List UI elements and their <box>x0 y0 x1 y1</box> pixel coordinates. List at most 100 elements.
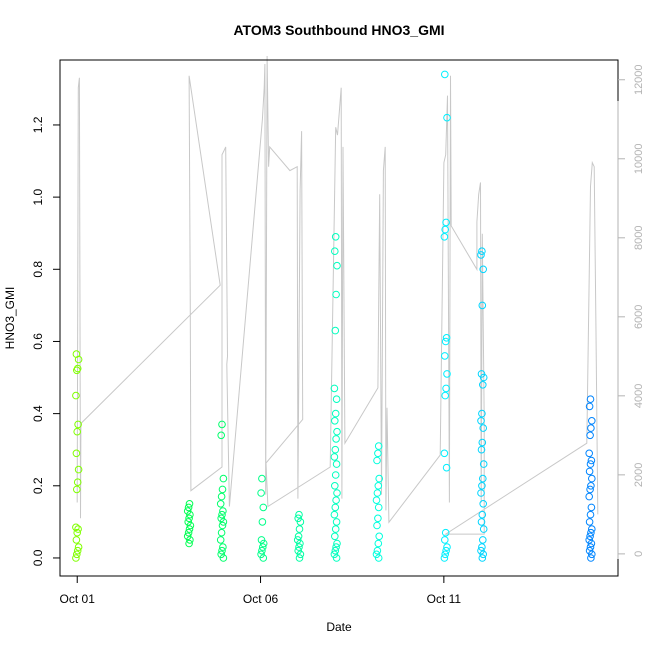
data-point <box>374 554 383 562</box>
data-point <box>184 503 193 512</box>
data-point <box>585 402 594 411</box>
data-point <box>219 507 227 515</box>
data-point <box>478 301 487 310</box>
data-point <box>72 350 81 358</box>
data-point <box>332 395 341 404</box>
data-point <box>333 427 341 436</box>
chart-title: ATOM3 Southbound HNO3_GMI <box>233 22 444 38</box>
data-point <box>332 290 340 299</box>
data-point <box>477 370 486 378</box>
data-point <box>478 510 487 519</box>
data-point <box>442 218 450 227</box>
data-point <box>479 424 488 432</box>
data-point <box>259 543 267 551</box>
data-point <box>443 370 451 378</box>
data-point <box>216 500 225 508</box>
data-point <box>441 536 449 544</box>
data-point <box>478 543 486 551</box>
data-point <box>373 521 381 530</box>
data-point <box>588 474 596 483</box>
data-point <box>332 543 340 551</box>
data-point <box>586 510 595 519</box>
data-point <box>586 431 594 440</box>
data-point <box>374 503 383 512</box>
data-point <box>332 496 340 505</box>
data-point <box>73 550 81 559</box>
data-point <box>588 417 596 425</box>
data-point <box>295 554 304 562</box>
data-point <box>587 503 596 512</box>
data-point <box>585 518 594 526</box>
data-point <box>372 550 381 559</box>
data-point <box>587 528 595 537</box>
data-point <box>218 485 227 494</box>
data-point <box>258 474 266 483</box>
data-point <box>72 523 80 532</box>
data-point <box>477 546 485 555</box>
data-point <box>586 532 594 541</box>
y2-tick-label: 12000 <box>633 64 645 95</box>
data-point <box>443 543 451 551</box>
y-tick-label: 0.6 <box>31 333 45 350</box>
data-point <box>442 334 451 342</box>
data-point <box>217 514 225 523</box>
data-point <box>330 384 339 393</box>
data-point <box>441 352 449 360</box>
data-point <box>73 427 81 436</box>
y2-tick-label: 8000 <box>633 226 645 250</box>
data-point <box>72 391 80 400</box>
data-point <box>219 474 228 483</box>
data-point <box>72 536 81 544</box>
data-point <box>374 449 382 458</box>
data-point <box>443 113 451 122</box>
data-point <box>331 233 340 241</box>
y-axis-right: 0 2000 4000 6000 8000 10000 12000 <box>617 64 645 559</box>
data-point <box>374 514 382 523</box>
data-point <box>477 251 485 259</box>
x-tick-label: Oct 06 <box>243 592 279 606</box>
x-tick-label: Oct 11 <box>427 592 462 606</box>
data-point <box>479 525 488 533</box>
data-point <box>331 532 339 541</box>
data-point <box>295 543 303 551</box>
data-point <box>441 337 450 346</box>
data-point <box>440 554 449 562</box>
data-point <box>258 518 267 526</box>
data-point <box>257 489 265 497</box>
y-tick-label: 1.2 <box>31 116 45 133</box>
data-point <box>374 482 383 490</box>
data-point <box>373 456 381 465</box>
data-point <box>479 460 488 468</box>
data-point <box>478 409 486 418</box>
data-point <box>73 478 82 487</box>
data-point <box>478 554 487 562</box>
data-point <box>219 543 227 551</box>
data-point <box>258 546 266 555</box>
data-point <box>259 503 268 512</box>
y-tick-label: 1.0 <box>31 188 45 205</box>
data-point <box>331 445 340 454</box>
data-point <box>479 474 487 483</box>
data-point <box>441 70 449 79</box>
data-point <box>257 550 265 559</box>
data-point <box>72 449 81 458</box>
data-point <box>185 500 194 508</box>
data-point <box>74 543 83 551</box>
data-point <box>257 536 266 544</box>
data-point <box>331 482 339 490</box>
data-point <box>441 391 450 400</box>
data-point <box>330 550 339 559</box>
data-point <box>331 247 339 255</box>
data-point <box>586 395 595 404</box>
data-point <box>588 525 596 533</box>
data-point <box>585 449 594 458</box>
data-point <box>218 420 226 429</box>
data-point <box>479 381 487 389</box>
data-point <box>441 528 450 537</box>
data-point <box>440 449 449 458</box>
data-point <box>440 233 449 241</box>
data-point <box>218 521 227 530</box>
x-axis: Oct 01 Oct 06 Oct 11 <box>60 575 462 606</box>
data-point <box>217 431 225 440</box>
data-point <box>331 326 340 335</box>
